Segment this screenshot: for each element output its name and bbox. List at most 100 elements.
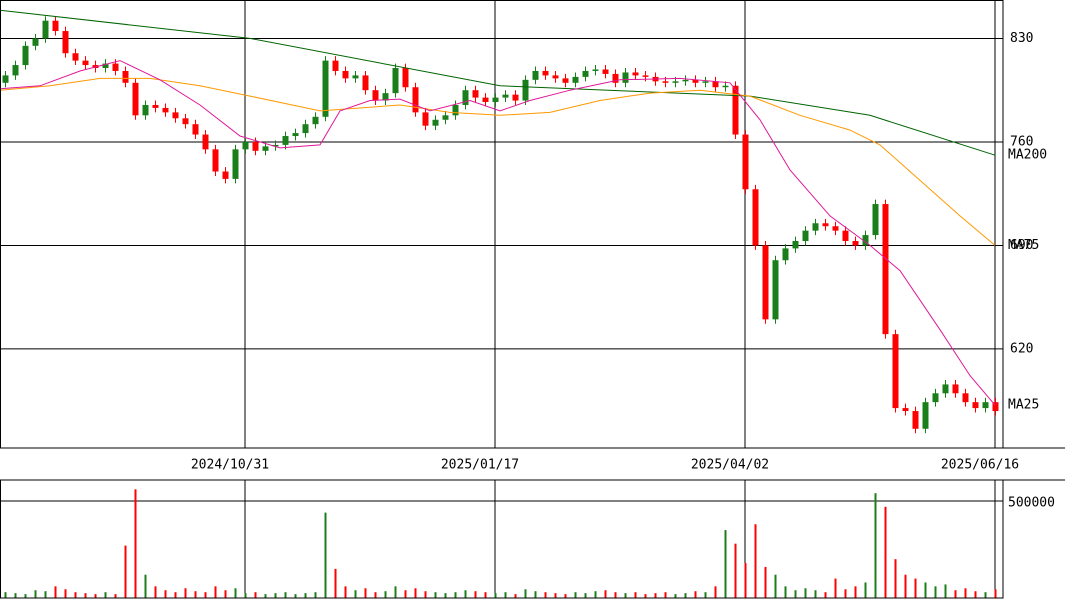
ma-line: [0, 9, 996, 156]
volume-bar: [144, 574, 147, 598]
volume-bar: [594, 591, 597, 598]
volume-bar: [824, 592, 827, 598]
candle-body: [822, 223, 829, 227]
volume-bar: [304, 593, 307, 598]
volume-bar: [254, 592, 257, 598]
candle-body: [352, 75, 359, 79]
volume-bar: [974, 591, 977, 598]
volume-bar: [584, 593, 587, 598]
ma-line: [0, 77, 996, 246]
volume-bar: [64, 589, 67, 598]
volume-bar: [74, 592, 77, 598]
volume-bar: [674, 594, 677, 598]
volume-bar: [524, 589, 527, 598]
volume-bar: [284, 592, 287, 598]
candle-body: [602, 69, 609, 74]
volume-bar: [404, 590, 407, 598]
candle-body: [952, 384, 959, 394]
volume-bar: [924, 582, 927, 598]
candle-body: [802, 230, 809, 242]
volume-bar: [474, 591, 477, 598]
candle-body: [612, 73, 619, 83]
candle-body: [772, 260, 779, 320]
candle-body: [172, 112, 179, 119]
candle-body: [402, 68, 409, 88]
candle-body: [522, 79, 529, 101]
candle-body: [82, 60, 89, 66]
volume-bar: [664, 592, 667, 598]
candle-body: [542, 70, 549, 76]
volume-bar: [604, 590, 607, 598]
volume-bar: [554, 593, 557, 598]
candle-body: [722, 85, 729, 88]
volume-bar: [14, 593, 17, 598]
volume-bar: [174, 592, 177, 598]
candle-body: [732, 85, 739, 135]
volume-bar: [644, 594, 647, 598]
candle-body: [412, 87, 419, 113]
volume-bar: [464, 590, 467, 598]
candle-body: [512, 94, 519, 101]
volume-bar: [504, 592, 507, 598]
volume-bar: [94, 594, 97, 598]
candle-body: [762, 245, 769, 320]
volume-bar: [104, 592, 107, 598]
volume-bar: [964, 588, 967, 598]
volume-bar: [364, 588, 367, 598]
volume-bar: [424, 591, 427, 598]
volume-bar: [184, 588, 187, 598]
volume-bar: [814, 590, 817, 598]
volume-bar: [344, 586, 347, 598]
x-tick-label: 2025/06/16: [941, 458, 1019, 473]
candle-body: [892, 334, 899, 409]
volume-bar: [874, 493, 877, 598]
volume-bar: [114, 594, 117, 598]
candle-body: [312, 116, 319, 125]
candle-body: [422, 112, 429, 126]
volume-bar: [704, 592, 707, 598]
volume-bar: [754, 524, 757, 598]
candle-body: [392, 68, 399, 94]
volume-bar: [934, 586, 937, 598]
volume-bar: [314, 592, 317, 598]
candle-body: [2, 75, 9, 83]
candle-body: [642, 75, 649, 77]
candle-body: [222, 171, 229, 179]
volume-bar: [134, 489, 137, 598]
candle-body: [852, 241, 859, 246]
candle-body: [552, 75, 559, 79]
candle-body: [882, 204, 889, 335]
candle-body: [232, 149, 239, 179]
candle-body: [902, 408, 909, 412]
candle-body: [382, 93, 389, 101]
volume-bar: [784, 586, 787, 598]
candle-body: [362, 75, 369, 91]
candle-body: [202, 134, 209, 150]
candle-body: [72, 53, 79, 61]
candle-body: [842, 230, 849, 242]
volume-bar: [794, 590, 797, 598]
candle-body: [672, 81, 679, 83]
candle-body: [112, 63, 119, 71]
volume-bar: [154, 586, 157, 598]
candle-body: [32, 38, 39, 46]
ma-label: MA75: [1008, 238, 1039, 253]
volume-bar: [394, 586, 397, 598]
volume-bar: [324, 512, 327, 598]
candle-body: [492, 97, 499, 103]
volume-panel-frame: [0, 479, 1004, 599]
candle-body: [62, 31, 69, 54]
volume-bar: [214, 586, 217, 598]
candle-body: [22, 45, 29, 66]
volume-bar: [54, 586, 57, 598]
candle-body: [692, 79, 699, 83]
volume-bar: [944, 584, 947, 598]
candle-body: [632, 72, 639, 76]
volume-bar: [714, 586, 717, 598]
volume-bar: [4, 592, 7, 598]
candle-body: [442, 115, 449, 120]
candle-body: [252, 141, 259, 151]
candle-body: [832, 226, 839, 231]
volume-bar: [484, 592, 487, 598]
